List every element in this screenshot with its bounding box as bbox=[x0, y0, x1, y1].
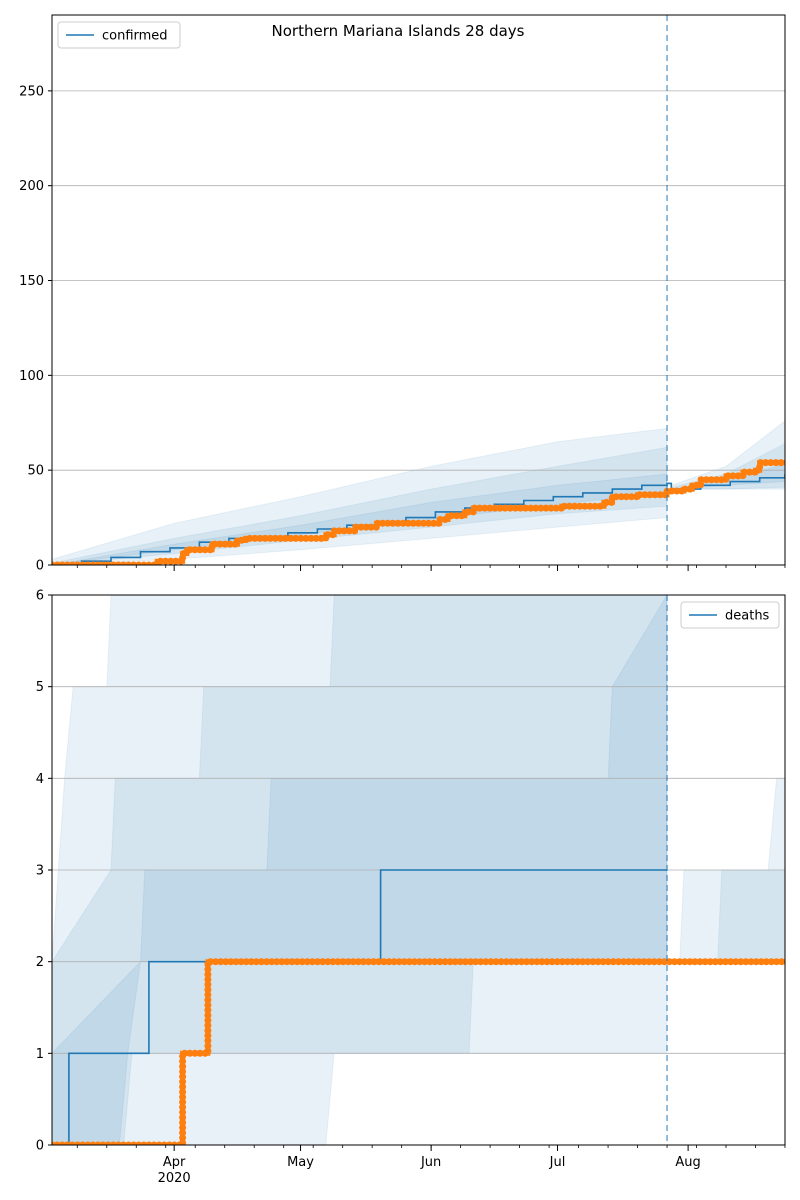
legend-box bbox=[57, 21, 181, 49]
x-tick-label: Apr bbox=[163, 1155, 186, 1170]
chart-title: Northern Mariana Islands 28 days bbox=[272, 22, 525, 40]
y-tick-label: 3 bbox=[36, 864, 44, 879]
legend-label: confirmed bbox=[102, 29, 168, 44]
legend-box bbox=[680, 601, 780, 629]
y-tick-label: 250 bbox=[19, 84, 44, 99]
legend: deaths bbox=[680, 601, 780, 629]
x-tick-label: May bbox=[287, 1155, 314, 1170]
y-tick-label: 0 bbox=[36, 559, 44, 574]
y-tick-label: 6 bbox=[36, 589, 44, 604]
uncertainty-band-4 bbox=[717, 869, 785, 963]
x-tick-label: Aug bbox=[675, 1155, 700, 1170]
y-tick-label: 1 bbox=[36, 1047, 44, 1062]
plot-frame bbox=[51, 14, 786, 566]
observed-line bbox=[52, 460, 785, 565]
y-tick-label: 200 bbox=[19, 179, 44, 194]
y-tick-label: 100 bbox=[19, 369, 44, 384]
y-tick-label: 50 bbox=[27, 464, 44, 479]
series-group bbox=[52, 869, 785, 1145]
legend-label: deaths bbox=[725, 609, 770, 624]
series-group bbox=[52, 459, 785, 565]
y-tick-label: 2 bbox=[36, 955, 44, 970]
x-tick-sublabel: 2020 bbox=[158, 1171, 191, 1186]
y-tick-label: 0 bbox=[36, 1139, 44, 1154]
confirmed-panel: 0 50 100 150 200 250 confirmed bbox=[19, 14, 786, 574]
y-tick-label: 4 bbox=[36, 772, 44, 787]
legend: confirmed bbox=[57, 21, 181, 49]
observed-line bbox=[52, 959, 785, 1145]
x-tick-label: Jun bbox=[420, 1155, 441, 1170]
x-tick-label: Jul bbox=[549, 1155, 566, 1170]
y-tick-label: 5 bbox=[36, 680, 44, 695]
series-line-deaths bbox=[52, 869, 667, 1145]
y-tick-label: 150 bbox=[19, 274, 44, 289]
